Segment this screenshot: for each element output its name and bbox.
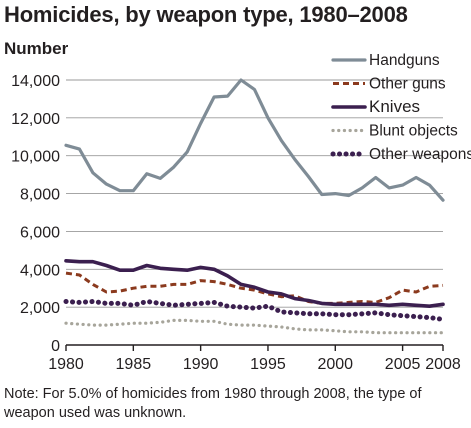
x-tick-labels: 1980 1985 1990 1995 2000 2005 2008 [48,356,461,373]
y-axis-label: Number [4,39,69,58]
x-tick-label: 1990 [183,356,219,373]
x-tick-label: 1995 [250,356,286,373]
y-tick-label: 10,000 [11,149,60,166]
series-line-handguns [64,78,445,202]
y-tick-label: 2,000 [20,300,60,317]
y-tick-label: 6,000 [20,224,60,241]
legend-label: Knives [369,97,420,116]
gridlines [65,79,444,351]
series-line-other-guns [65,271,444,305]
y-tick-label: 14,000 [11,73,60,90]
y-tick-labels: 0 2,000 4,000 6,000 8,000 10,000 12,000 14,000 [11,73,60,355]
legend-label: Blunt objects [369,123,458,140]
series-line-blunt-objects [64,318,445,335]
x-tick-label: 2000 [317,356,353,373]
y-tick-label: 8,000 [20,187,60,204]
series-line-other-weapons [63,299,446,322]
x-tick-label: 1985 [116,356,152,373]
y-tick-label: 12,000 [11,111,60,128]
footnote: Note: For 5.0% of homicides from 1980 th… [4,386,422,421]
legend-label: Other guns [369,76,446,93]
series-line-knives [64,258,445,309]
series-lines [63,78,446,335]
chart-title: Homicides, by weapon type, 1980–2008 [4,2,408,27]
y-tick-label: 4,000 [20,262,60,279]
x-tick-label: 2008 [425,356,461,373]
x-tick-label: 2005 [385,356,421,373]
x-tick-label: 1980 [48,356,84,373]
legend-label: Other weapons [369,146,471,163]
y-tick-label: 0 [51,338,60,355]
legend: Handguns Other guns Knives Blunt objects Oth… [330,52,471,163]
legend-label: Handguns [369,52,440,69]
